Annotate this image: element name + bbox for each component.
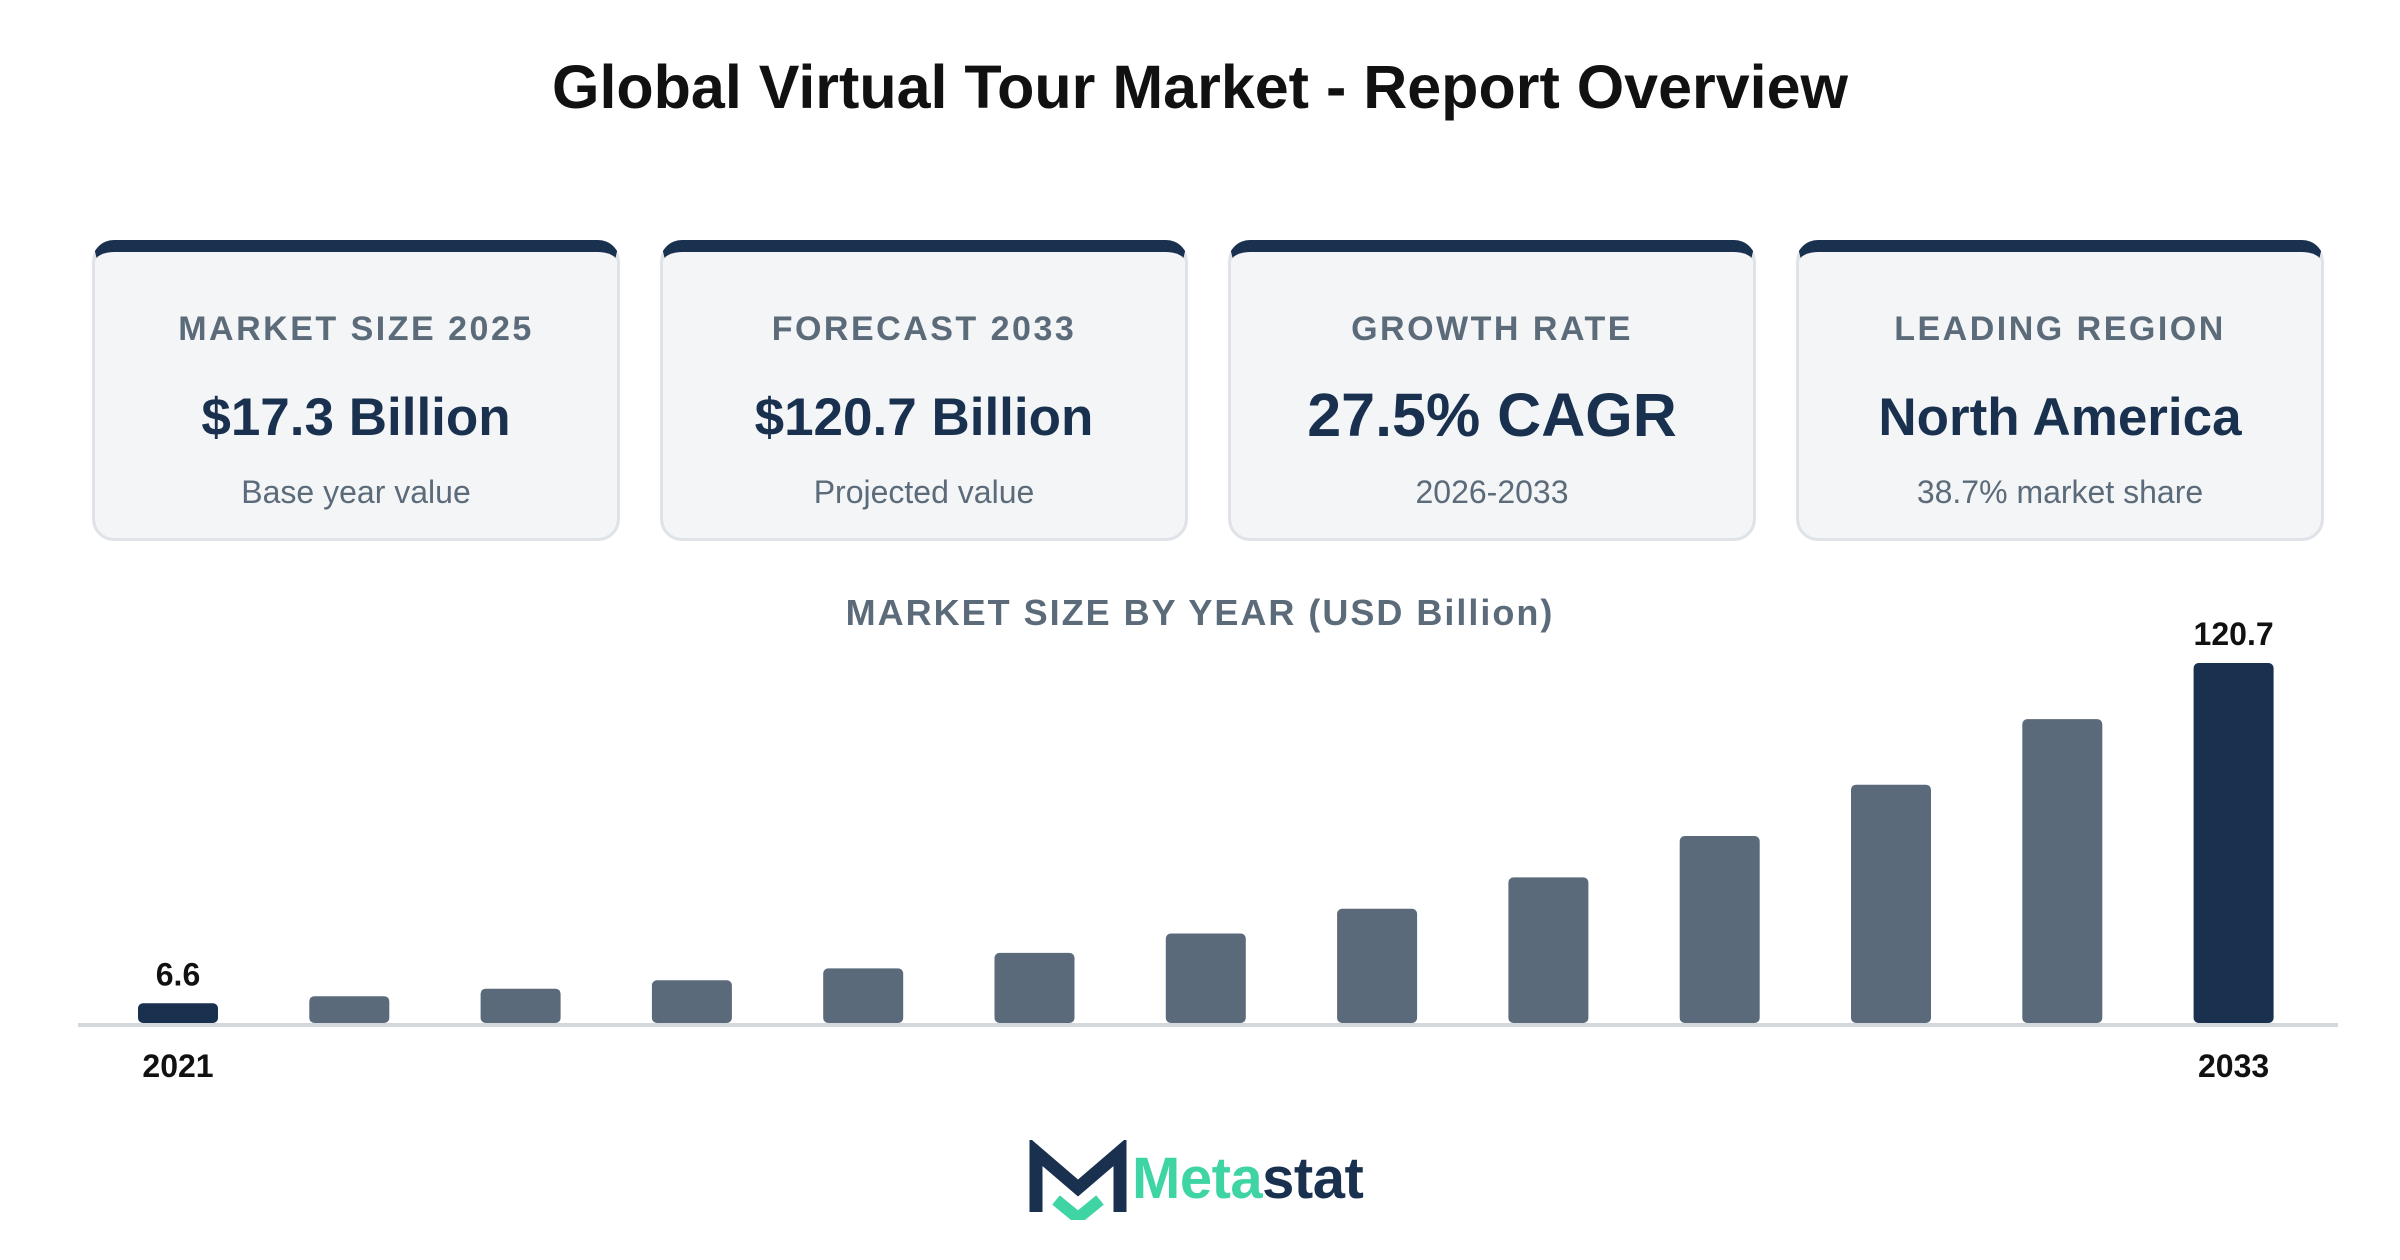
value-label-2033: 120.7 xyxy=(2194,616,2274,652)
bar-chart: 6.6 2021 120.7 2033 xyxy=(78,616,2338,1084)
category-label-2033: 2033 xyxy=(2198,1048,2269,1084)
card-label: FORECAST 2033 xyxy=(771,310,1077,348)
card-growth-rate: GROWTH RATE 27.5% CAGR 2026-2033 xyxy=(1228,240,1756,541)
card-label: MARKET SIZE 2025 xyxy=(178,310,534,348)
bars-group xyxy=(138,663,2274,1023)
bar-2027 xyxy=(1165,933,1246,1023)
card-value: $17.3 Billion xyxy=(201,388,511,447)
bar-2029 xyxy=(1508,877,1589,1023)
metastat-logo-text: Metastat xyxy=(1132,1145,1364,1212)
card-value: North America xyxy=(1878,388,2242,447)
bar-2021 xyxy=(138,1003,218,1023)
bar-2026 xyxy=(994,952,1075,1023)
card-label: GROWTH RATE xyxy=(1351,310,1633,348)
card-subtitle: 2026-2033 xyxy=(1415,474,1569,510)
bar-2025 xyxy=(823,968,904,1023)
bar-2022 xyxy=(309,996,390,1023)
metastat-logo: Metastat xyxy=(1028,1137,1364,1226)
bar-2028 xyxy=(1337,908,1418,1023)
bar-2032 xyxy=(2022,719,2103,1023)
metastat-logo-mark-icon xyxy=(1029,1137,1127,1226)
page-title: Global Virtual Tour Market - Report Over… xyxy=(552,53,1848,121)
card-label: LEADING REGION xyxy=(1894,310,2226,348)
bar-2024 xyxy=(651,980,732,1023)
bar-2031 xyxy=(1851,784,1931,1023)
bar-2023 xyxy=(480,988,561,1023)
bar-2033 xyxy=(2193,663,2274,1023)
labels-group: 6.6 2021 120.7 2033 xyxy=(142,616,2273,1084)
category-label-2021: 2021 xyxy=(142,1048,213,1084)
card-subtitle: Projected value xyxy=(813,474,1035,510)
logo-text-part2: stat xyxy=(1262,1146,1364,1211)
value-label-2021: 6.6 xyxy=(156,956,200,992)
card-market-size: MARKET SIZE 2025 $17.3 Billion Base year… xyxy=(92,240,620,541)
logo-text-part1: Meta xyxy=(1132,1146,1263,1211)
card-forecast: FORECAST 2033 $120.7 Billion Projected v… xyxy=(660,240,1188,541)
card-leading-region: LEADING REGION North America 38.7% marke… xyxy=(1796,240,2324,541)
card-value: $120.7 Billion xyxy=(754,388,1094,447)
bar-2030 xyxy=(1679,836,1760,1023)
card-value: 27.5% CAGR xyxy=(1307,381,1677,449)
card-subtitle: Base year value xyxy=(241,474,471,510)
card-subtitle: 38.7% market share xyxy=(1916,474,2204,510)
chart-title: MARKET SIZE BY YEAR (USD Billion) xyxy=(845,592,1555,633)
